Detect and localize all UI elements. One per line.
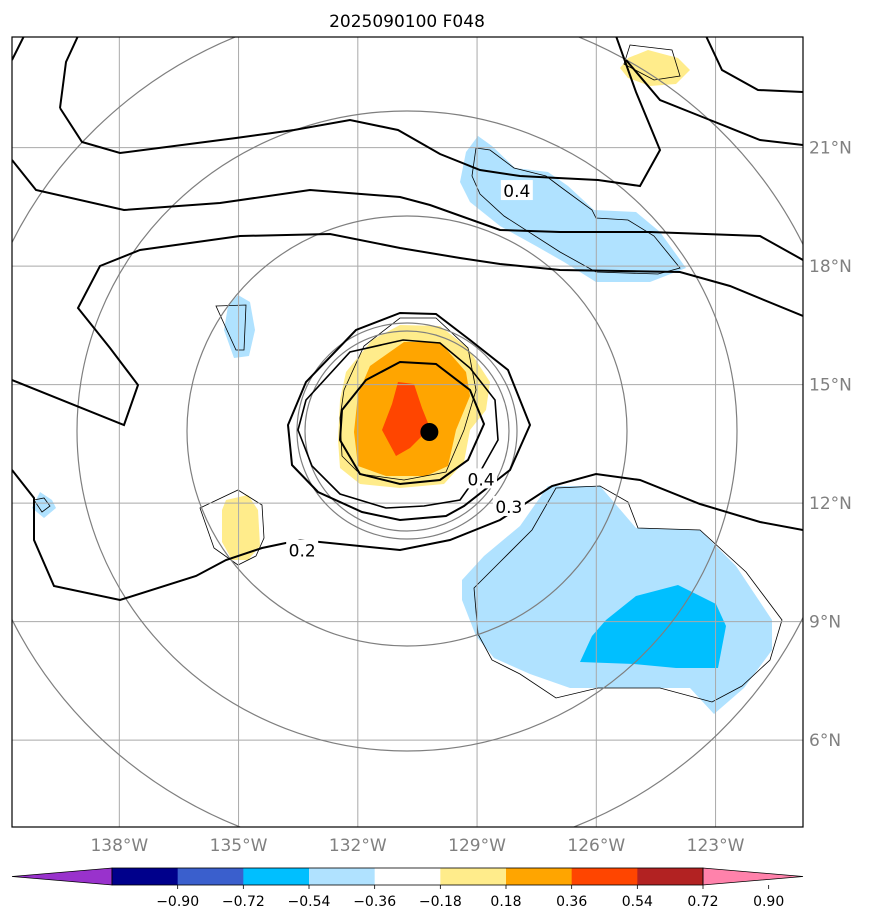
thin-contour-line (199, 489, 265, 566)
colorbar-extend-high (702, 867, 804, 886)
contour-line (338, 360, 486, 486)
colorbar-tick-label: 0.90 (753, 894, 784, 910)
contour-line (12, 37, 25, 61)
latitude-tick-label: 6°N (809, 731, 841, 751)
anomaly-positive-region (222, 495, 260, 560)
contour-labels: 0.40.40.30.2 (286, 180, 533, 562)
contour-line (12, 469, 803, 602)
thin-contour-line (339, 317, 477, 481)
contour-label-background (465, 468, 498, 489)
longitude-tick-label: 138°W (90, 836, 148, 856)
longitude-tick-label: 123°W (687, 836, 745, 856)
storm-center-marker (420, 423, 439, 441)
colorbar-extend-low (11, 867, 113, 886)
anomaly-negative-region (462, 486, 772, 714)
contour-label: 0.4 (503, 182, 530, 202)
anomaly-positive-region (382, 382, 430, 456)
contour-line (59, 37, 79, 109)
contour-line (12, 159, 803, 261)
thin-contour-line (215, 304, 247, 351)
range-ring (296, 322, 518, 540)
latitude-tick-label: 15°N (809, 376, 852, 396)
anomaly-negative-region (460, 136, 686, 282)
latitude-tick-label: 9°N (809, 613, 841, 633)
contour-label-background (492, 496, 525, 517)
contour-line (625, 59, 803, 146)
thin-contour-line (473, 485, 783, 703)
latitude-tick-label: 18°N (809, 257, 852, 277)
latitude-tick-label: 21°N (809, 139, 852, 159)
colorbar-tick-label: −0.36 (353, 894, 396, 910)
range-ring (76, 110, 738, 752)
colorbar-tick-label: 0.54 (622, 894, 653, 910)
anomaly-negative-region (32, 492, 56, 518)
longitude-tick-label: 135°W (210, 836, 268, 856)
longitude-tick-label: 126°W (567, 836, 625, 856)
anomaly-fills (32, 50, 772, 714)
colorbar-tick-label: 0.18 (490, 894, 521, 910)
colorbar-segment (374, 868, 441, 885)
thin-contour-line (33, 497, 51, 513)
colorbar-segment (112, 868, 179, 885)
contour-line (297, 339, 499, 509)
thick-contours (12, 37, 803, 602)
latitude-tick-label: 12°N (809, 494, 852, 514)
anomaly-negative-region (224, 295, 255, 358)
contour-line (286, 311, 532, 522)
colorbar: −0.90 −0.72 −0.54 −0.36 −0.18 0.18 0.36 0.54 0.7… (11, 867, 804, 910)
colorbar-segment (309, 868, 376, 885)
colorbar-tick-label: 0.72 (687, 894, 718, 910)
longitude-tick-label: 132°W (329, 836, 387, 856)
colorbar-tick-label: −0.90 (156, 894, 199, 910)
anomaly-positive-region (620, 50, 690, 86)
colorbar-segment (243, 868, 310, 885)
contour-label-background (500, 180, 533, 201)
range-ring (186, 215, 628, 647)
contour-label: 0.4 (468, 470, 495, 490)
colorbar-tick-label: −0.18 (419, 894, 462, 910)
colorbar-segment (177, 868, 244, 885)
plot-frame (11, 36, 804, 828)
thin-contour-line (471, 147, 681, 275)
latitude-tick-labels: 6°N 9°N 12°N 15°N 18°N 21°N (809, 139, 852, 751)
contour-label: 0.3 (495, 498, 522, 518)
colorbar-tick-label: −0.54 (288, 894, 331, 910)
contour-label: 0.2 (289, 542, 316, 562)
anomaly-negative-region (580, 585, 726, 668)
contour-line (705, 37, 803, 93)
map-grid (12, 37, 803, 827)
colorbar-segment (637, 868, 704, 885)
contour-label-background (286, 539, 319, 560)
chart-title: 2025090100 F048 (329, 12, 485, 32)
contour-line (12, 232, 803, 427)
colorbar-tick-label: 0.36 (556, 894, 587, 910)
range-rings (12, 37, 803, 827)
colorbar-segment (506, 868, 573, 885)
contour-line (59, 37, 662, 188)
range-ring (304, 330, 510, 532)
colorbar-segment (440, 868, 507, 885)
colorbar-segment (571, 868, 638, 885)
longitude-tick-label: 129°W (448, 836, 506, 856)
longitude-tick-labels: 138°W 135°W 132°W 129°W 126°W 123°W (90, 836, 744, 856)
colorbar-frame (111, 867, 704, 886)
colorbar-tick-label: −0.72 (222, 894, 265, 910)
